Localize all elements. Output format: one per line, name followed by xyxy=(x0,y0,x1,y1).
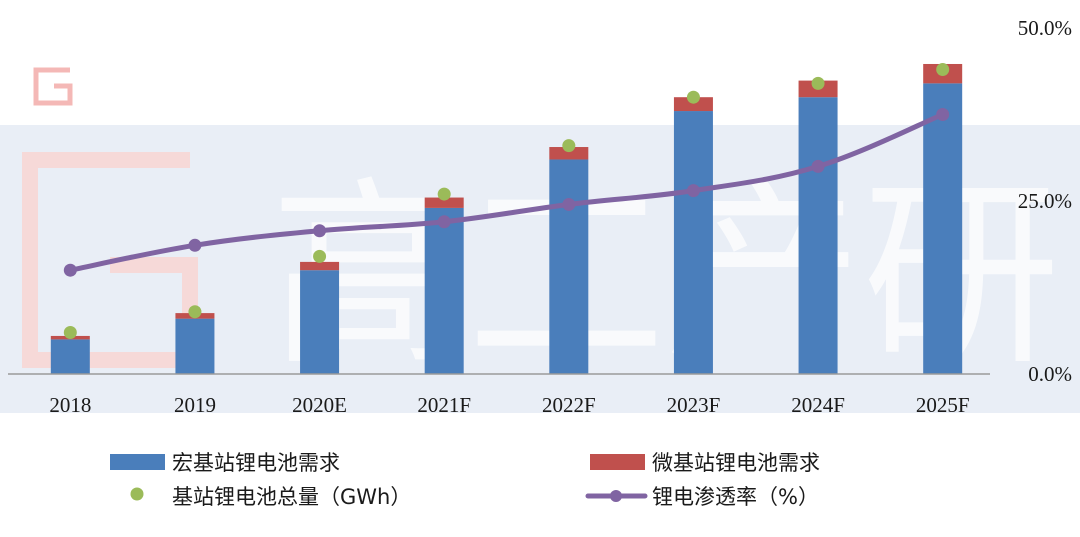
bar-micro-2021F xyxy=(424,197,464,208)
total-point-2025F xyxy=(936,63,950,77)
line-layer xyxy=(63,108,950,277)
x-tick-2020E: 2020E xyxy=(292,393,347,417)
legend-swatch-macro xyxy=(110,454,165,470)
penetration-point-2019 xyxy=(188,238,202,252)
y2-tick-0: 0.0% xyxy=(1028,362,1072,386)
watermark-logo: 高工产研 xyxy=(0,67,1080,413)
total-point-2018 xyxy=(63,325,77,339)
bar-macro-2021F xyxy=(424,207,464,374)
x-tick-2022F: 2022F xyxy=(542,393,596,417)
bar-micro-2020E xyxy=(300,261,340,271)
watermark-small-mark xyxy=(33,67,73,106)
total-point-2021F xyxy=(437,187,451,201)
bar-macro-2018 xyxy=(50,339,90,374)
bar-macro-2019 xyxy=(175,318,215,374)
x-tick-2024F: 2024F xyxy=(791,393,845,417)
bar-micro-2022F xyxy=(549,147,589,160)
penetration-point-2020E xyxy=(313,224,327,238)
bar-micro-2023F xyxy=(673,97,713,112)
bar-macro-2025F xyxy=(923,83,963,375)
penetration-point-2021F xyxy=(437,215,451,229)
y2-tick-1: 25.0% xyxy=(1018,189,1072,213)
x-tick-2025F: 2025F xyxy=(916,393,970,417)
penetration-point-2025F xyxy=(936,108,950,121)
legend-swatch-penetration-dot xyxy=(610,490,622,502)
y2-tick-labels: 0.0% 25.0% 50.0% xyxy=(1018,16,1072,386)
legend-swatch-total xyxy=(130,487,144,501)
penetration-line xyxy=(67,112,946,273)
legend-label-total: 基站锂电池总量（GWh） xyxy=(172,485,411,509)
total-point-2022F xyxy=(562,139,576,153)
legend-label-macro: 宏基站锂电池需求 xyxy=(172,451,340,475)
x-tick-2021F: 2021F xyxy=(417,393,471,417)
legend-label-penetration: 锂电渗透率（%） xyxy=(652,485,819,509)
bars-layer xyxy=(50,63,963,375)
x-tick-labels: 2018 2019 2020E 2021F 2022F 2023F 2024F 2025F xyxy=(49,393,969,417)
bar-macro-2022F xyxy=(549,159,589,374)
total-point-2020E xyxy=(313,249,327,263)
x-tick-2019: 2019 xyxy=(174,393,216,417)
total-dots-layer xyxy=(63,63,950,339)
penetration-point-2022F xyxy=(562,197,576,211)
legend: 宏基站锂电池需求 微基站锂电池需求 基站锂电池总量（GWh） 锂电渗透率（%） xyxy=(110,451,820,509)
bar-macro-2024F xyxy=(798,97,838,374)
bar-macro-2023F xyxy=(673,111,713,374)
legend-swatch-micro xyxy=(590,454,645,470)
total-point-2019 xyxy=(188,305,202,319)
penetration-point-2018 xyxy=(63,263,77,277)
total-point-2024F xyxy=(811,76,825,90)
total-point-2023F xyxy=(686,90,700,104)
legend-label-micro: 微基站锂电池需求 xyxy=(652,451,820,475)
penetration-point-2024F xyxy=(811,159,825,173)
penetration-point-2023F xyxy=(686,184,700,198)
y2-tick-2: 50.0% xyxy=(1018,16,1072,40)
bar-macro-2020E xyxy=(300,270,340,374)
x-tick-2023F: 2023F xyxy=(667,393,721,417)
x-tick-2018: 2018 xyxy=(49,393,91,417)
watermark-g-mark xyxy=(22,152,198,368)
